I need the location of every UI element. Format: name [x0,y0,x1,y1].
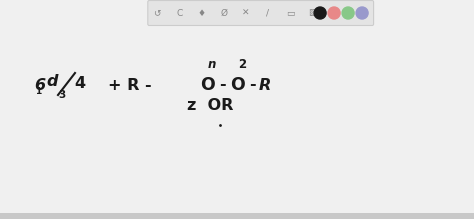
Bar [0,213,474,219]
Text: /: / [266,9,269,18]
Text: 4: 4 [74,76,86,90]
Text: O: O [231,76,246,94]
Text: R: R [259,78,271,92]
Text: 6: 6 [35,78,46,92]
Text: ▭: ▭ [286,9,294,18]
Text: Ø: Ø [220,9,227,18]
Text: 1: 1 [35,88,41,97]
Circle shape [314,7,326,19]
Text: 2: 2 [238,58,246,71]
Text: + R -: + R - [108,78,152,92]
Text: ✕: ✕ [242,9,249,18]
FancyBboxPatch shape [148,0,374,25]
Text: C: C [176,9,182,18]
Text: -: - [249,78,255,92]
Text: 3: 3 [58,90,65,100]
Circle shape [328,7,340,19]
Text: ♦: ♦ [198,9,206,18]
Text: -: - [219,78,225,92]
Text: ▨: ▨ [308,9,316,18]
Text: n: n [208,58,216,71]
Circle shape [342,7,354,19]
Text: z  OR: z OR [187,97,233,113]
Text: d: d [46,74,58,90]
Circle shape [356,7,368,19]
Text: O: O [201,76,215,94]
Text: ↺: ↺ [154,9,161,18]
